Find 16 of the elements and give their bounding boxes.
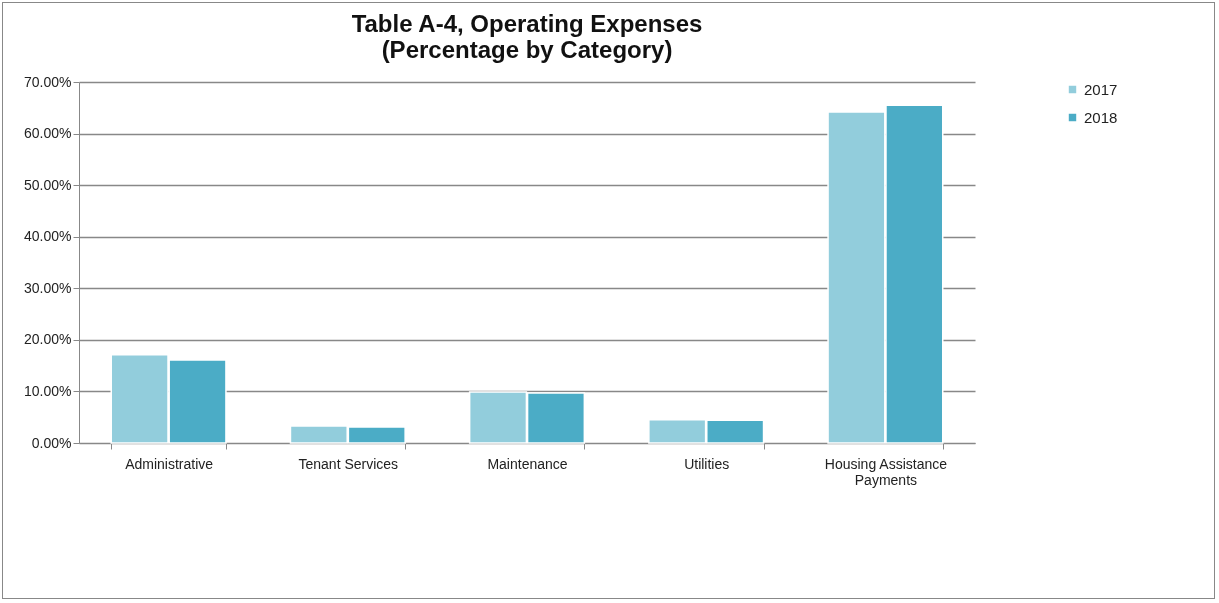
x-tick-label: Housing Assistance Payments (824, 455, 948, 488)
x-tick-label: Tenant Services (298, 455, 399, 472)
y-tick-label: 0.00% (31, 434, 72, 451)
y-tick-label: 40.00% (24, 228, 72, 245)
x-tick-label: Administrative (125, 455, 214, 472)
x-tick-label: Maintenance (487, 455, 568, 472)
x-tick-label: Utilities (684, 455, 730, 472)
y-tick-label: 10.00% (24, 382, 72, 399)
legend-label: 2018 (1084, 108, 1118, 126)
y-tick-label: 70.00% (24, 73, 72, 90)
chart-title: Table A-4, Operating Expenses (Percentage by Category) (351, 10, 703, 63)
y-tick-label: 60.00% (24, 125, 72, 142)
y-tick-label: 20.00% (24, 331, 72, 348)
y-tick-label: 50.00% (24, 176, 72, 193)
legend-label: 2017 (1084, 80, 1118, 98)
y-tick-label: 30.00% (24, 279, 72, 296)
